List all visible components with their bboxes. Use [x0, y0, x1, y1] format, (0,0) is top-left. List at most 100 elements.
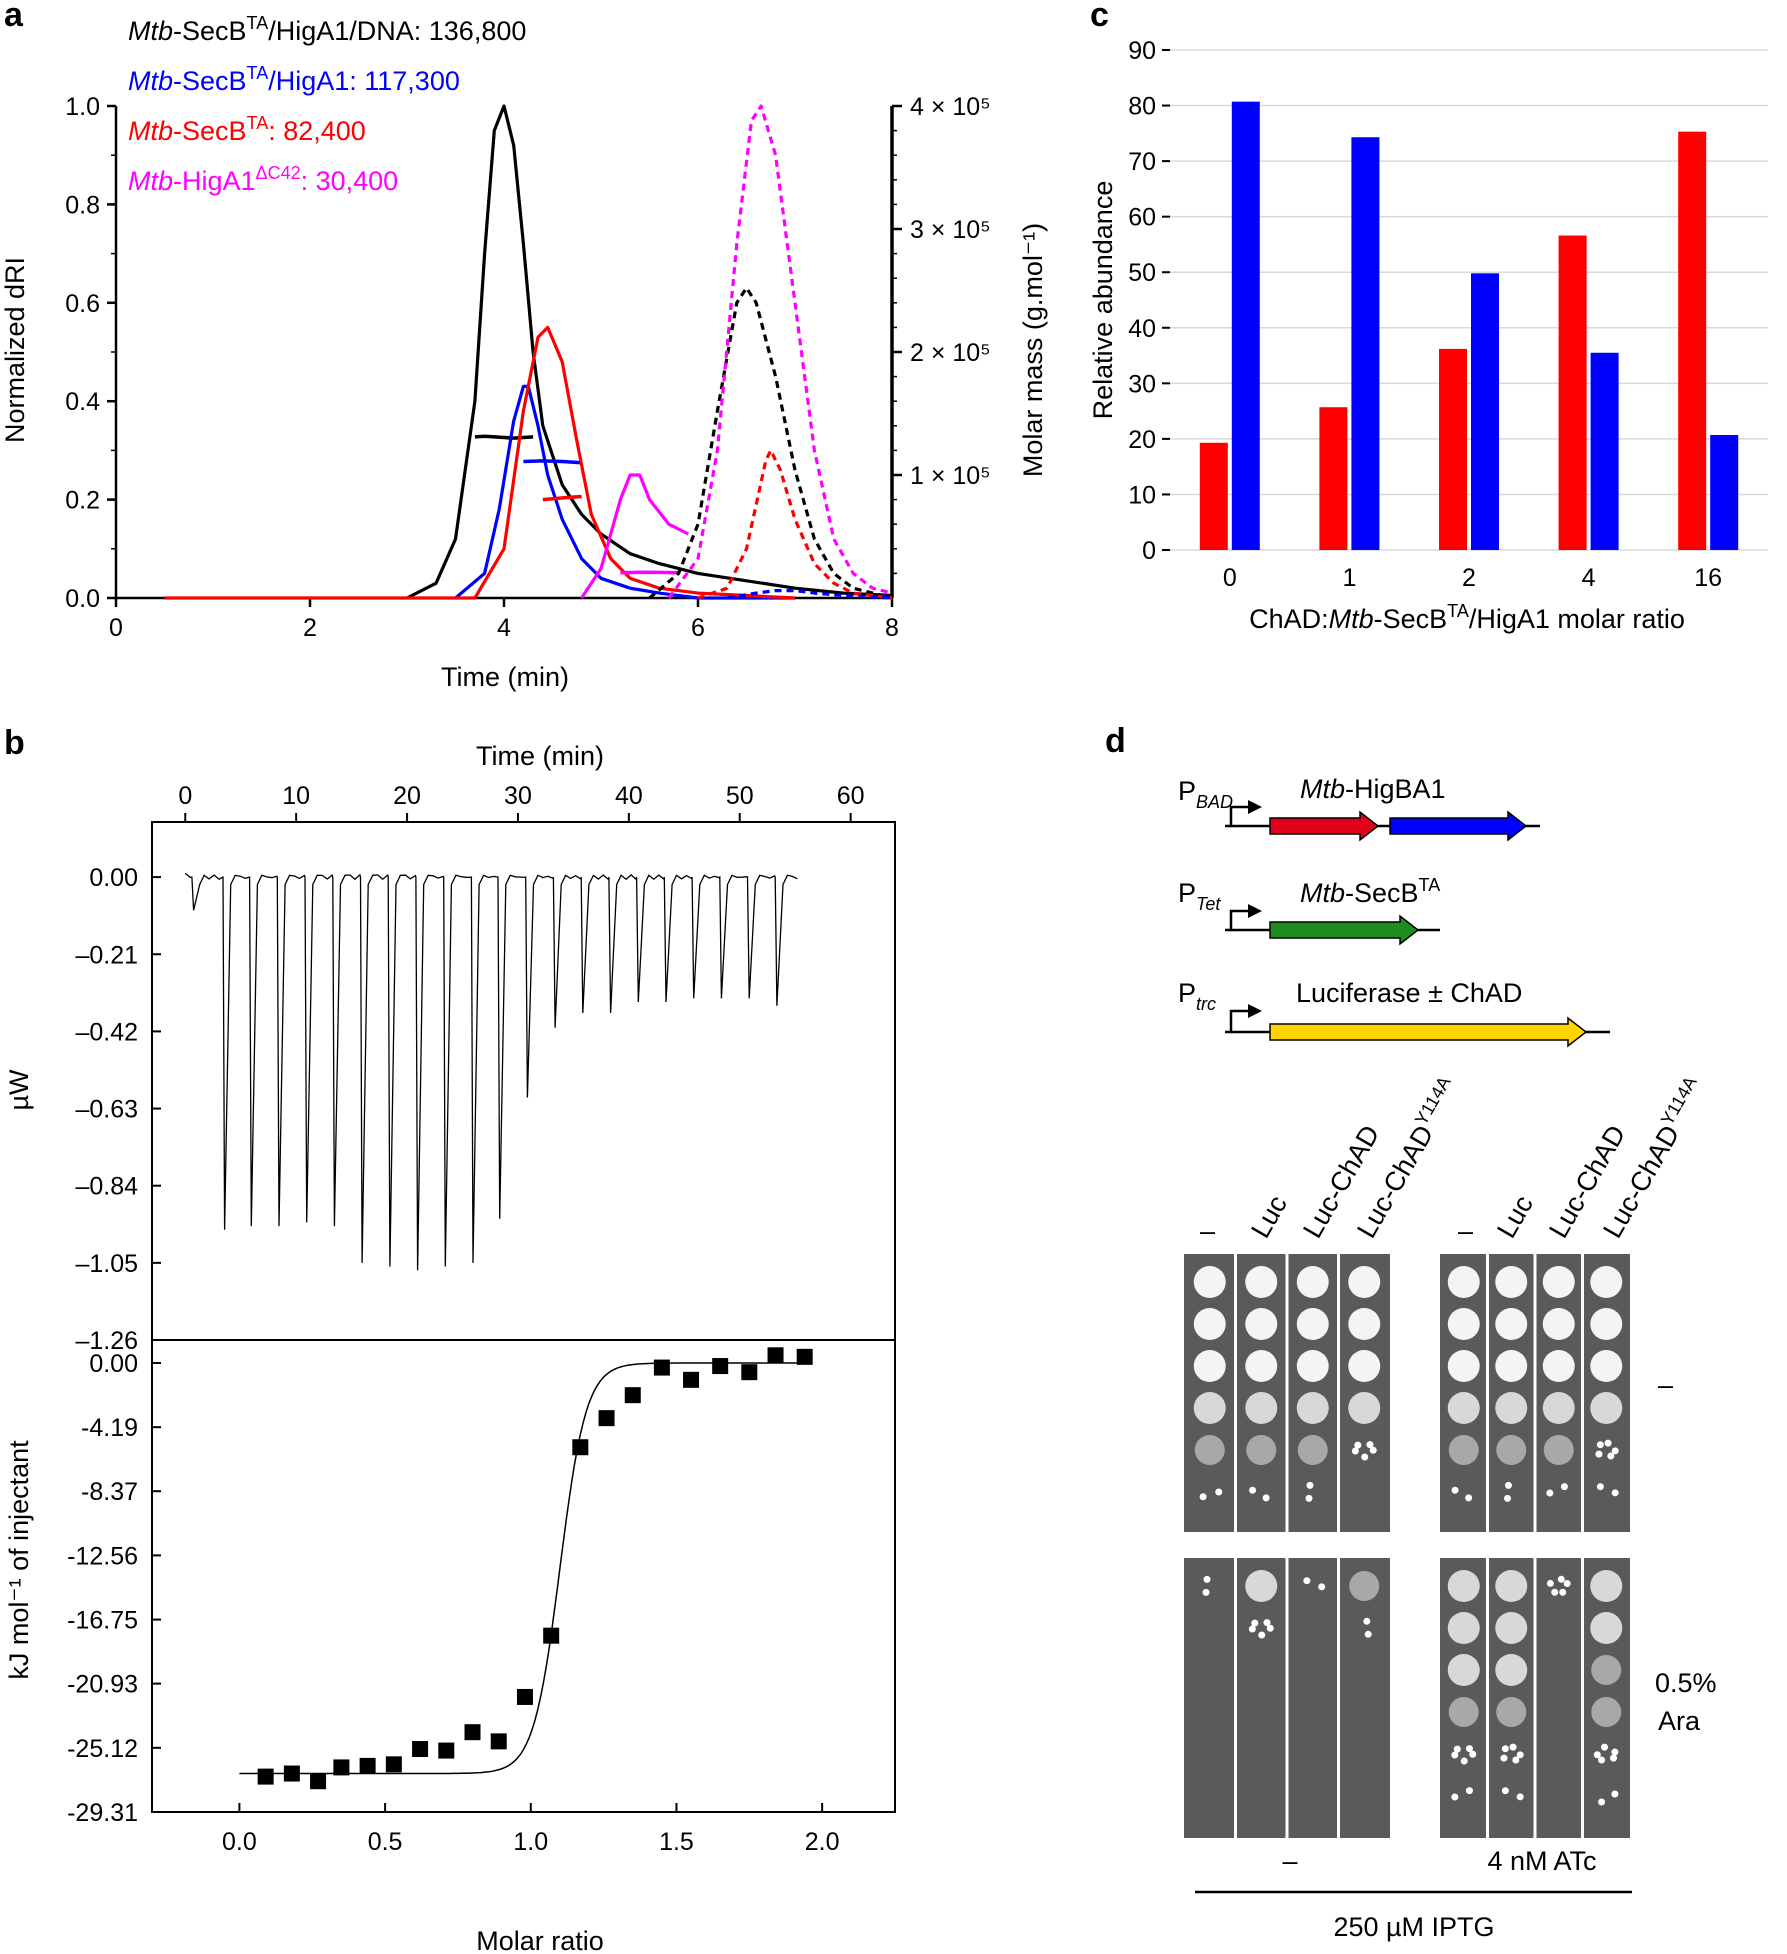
colony-dot: [1451, 1751, 1459, 1759]
y-tick-label: 0.0: [65, 585, 100, 613]
colony-dot: [1611, 1790, 1619, 1798]
panel-d: d PBAD Mtb-HigBA1 PTet Mtb-SecBTA Ptrc: [1105, 722, 1717, 1942]
colony-spot: [1348, 1392, 1381, 1424]
y-tick-label: -4.19: [81, 1414, 138, 1442]
plate: [1440, 1558, 1630, 1838]
bar-red: [1199, 442, 1228, 550]
fit-curve: [239, 1362, 808, 1775]
y-tick-label: 0: [1142, 537, 1156, 565]
plate: [1184, 1254, 1390, 1532]
legend-entry-0: Mtb-SecBTA/HigA1/DNA: 136,800: [128, 13, 526, 46]
colony-dot: [1559, 1588, 1567, 1596]
data-point: [359, 1757, 376, 1774]
colony-spot: [1495, 1570, 1528, 1602]
colony-dot: [1611, 1748, 1619, 1756]
y-tick-label: 0.00: [89, 1350, 138, 1378]
colony-spot: [1590, 1612, 1623, 1644]
spot-assay-plates: [1184, 1254, 1630, 1838]
data-point: [543, 1627, 560, 1644]
colony-dot: [1607, 1452, 1615, 1460]
colony-dot: [1516, 1793, 1524, 1801]
panel-c-label: c: [1090, 0, 1109, 34]
y-tick-label: 60: [1128, 204, 1156, 232]
y-tick-label: 30: [1128, 370, 1156, 398]
colony-dot: [1215, 1488, 1223, 1496]
colony-spot: [1348, 1266, 1381, 1298]
colony-spot: [1496, 1435, 1527, 1465]
colony-spot: [1590, 1308, 1623, 1340]
x-tick-label: 6: [691, 614, 705, 642]
bar-red: [1319, 407, 1348, 550]
y-tick-label: -20.93: [67, 1671, 138, 1699]
colony-dot: [1546, 1579, 1554, 1587]
promoter-label: PBAD: [1178, 776, 1233, 812]
panel-b-top-ylabel: µW: [4, 1069, 34, 1111]
colony-dot: [1596, 1441, 1604, 1449]
colony-spot: [1447, 1308, 1480, 1340]
colony-spot: [1495, 1612, 1528, 1644]
y-tick-label: –0.63: [75, 1096, 138, 1124]
col-label-luc-left: Luc: [1245, 1190, 1293, 1243]
x-tick-label: 4: [1582, 564, 1596, 592]
x-tick-label: 20: [393, 782, 421, 810]
colony-dot: [1596, 1483, 1604, 1491]
y-tick-label: 0.2: [65, 487, 100, 515]
colony-spot: [1447, 1266, 1480, 1298]
colony-spot: [1448, 1435, 1479, 1465]
colony-spot: [1590, 1392, 1623, 1424]
x-tick-label: 0: [1223, 564, 1237, 592]
promoter-arrow-icon: [1229, 1009, 1248, 1032]
colony-dot: [1516, 1751, 1524, 1759]
panel-a-xlabel: Time (min): [441, 662, 569, 692]
colony-dot: [1604, 1439, 1612, 1447]
colony-dot: [1305, 1494, 1313, 1502]
colony-spot: [1591, 1697, 1622, 1727]
colony-spot: [1245, 1266, 1278, 1298]
colony-dot: [1465, 1745, 1473, 1753]
colony-spot: [1447, 1570, 1480, 1602]
colony-dot: [1364, 1630, 1372, 1638]
bar-blue: [1590, 352, 1619, 550]
colony-dot: [1501, 1745, 1509, 1753]
panel-a-ticks: 0 2 4 6 8 0.0 0.2 0.4 0.6 0.8 1.0 1 × 10⁵ 2 × 10⁵ 3 ×…: [65, 93, 990, 642]
colony-spot: [1296, 1392, 1329, 1424]
series-line: [580, 473, 690, 599]
row-label-ara-pct: 0.5%: [1655, 1668, 1717, 1698]
panel-a-y2label: Molar mass (g.mol⁻¹): [1018, 223, 1048, 477]
bottom-label-atc: 4 nM ATc: [1487, 1846, 1596, 1876]
data-point: [653, 1359, 670, 1376]
colony-dot: [1611, 1447, 1619, 1455]
panel-a-series: [164, 104, 893, 600]
y-tick-label: 10: [1128, 481, 1156, 509]
bottom-label-iptg: 250 µM IPTG: [1333, 1912, 1494, 1942]
series-line: [523, 459, 582, 465]
x-tick-label: 16: [1694, 564, 1722, 592]
colony-dot: [1469, 1750, 1477, 1758]
panel-b-label: b: [4, 724, 25, 762]
bar-blue: [1471, 273, 1499, 550]
data-point: [624, 1387, 641, 1404]
x-tick-label: 8: [885, 614, 899, 642]
promoter-arrow-icon: [1229, 805, 1248, 826]
x-tick-label: 1: [1342, 564, 1356, 592]
colony-dot: [1501, 1787, 1509, 1795]
panel-c-grid: [1170, 49, 1768, 551]
y-tick-label: -12.56: [67, 1542, 138, 1570]
x-tick-label: 10: [282, 782, 310, 810]
series-line: [542, 494, 582, 502]
colony-spot: [1590, 1570, 1623, 1602]
colony-dot: [1251, 1619, 1259, 1627]
data-point: [712, 1358, 729, 1375]
colony-dot: [1557, 1575, 1565, 1583]
colony-spot: [1495, 1308, 1528, 1340]
construct-label: Mtb-HigBA1: [1300, 774, 1446, 804]
data-point: [310, 1773, 327, 1790]
x-tick-label: 30: [504, 782, 532, 810]
bar-red: [1678, 131, 1707, 550]
colony-dot: [1369, 1446, 1377, 1454]
data-point: [412, 1741, 429, 1758]
colony-spot: [1495, 1266, 1528, 1298]
y-tick-label: 70: [1128, 148, 1156, 176]
colony-spot: [1296, 1266, 1329, 1298]
